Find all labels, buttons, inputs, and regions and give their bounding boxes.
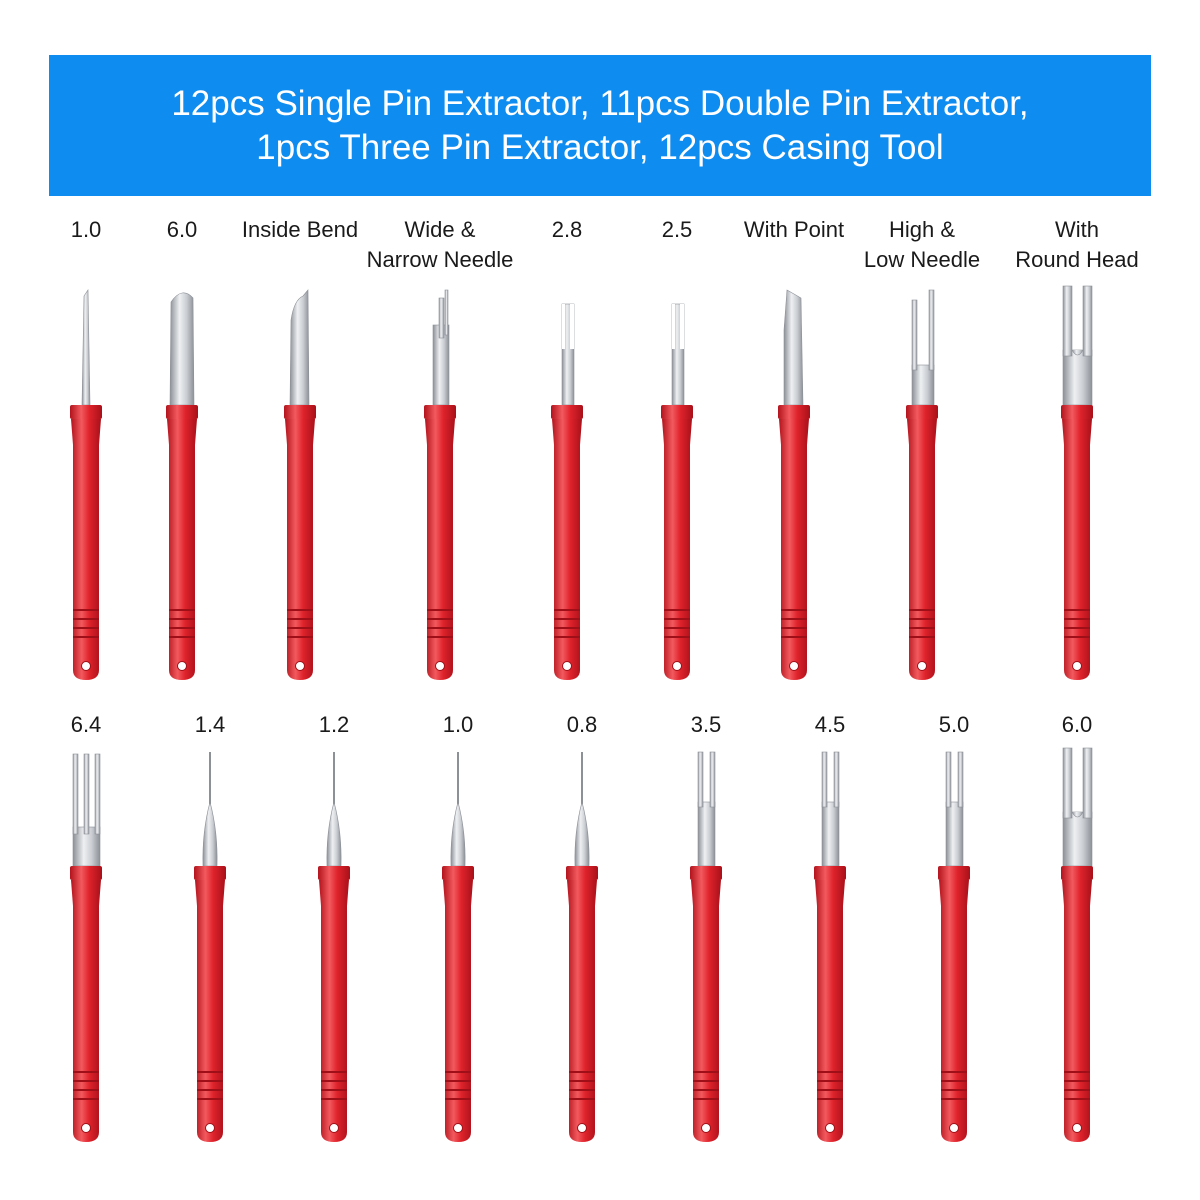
steel-tip: [202, 752, 218, 867]
tool-label: 5.0: [859, 710, 1049, 740]
pin-extractor-tool: [70, 753, 102, 1142]
pin-extractor-tool: [690, 751, 722, 1142]
tool-label-line: 1.2: [318, 712, 350, 737]
red-handle: [938, 866, 970, 1142]
steel-tip: [289, 289, 310, 406]
tool-label-line: 0.8: [566, 712, 598, 737]
title-banner: 12pcs Single Pin Extractor, 11pcs Double…: [49, 55, 1151, 196]
banner-title-line-2: 1pcs Three Pin Extractor, 12pcs Casing T…: [256, 127, 944, 167]
red-handle: [690, 866, 722, 1142]
red-handle: [551, 405, 583, 680]
steel-tip: [450, 752, 466, 867]
tool-label-line: Narrow Needle: [366, 247, 514, 272]
red-handle: [166, 405, 198, 680]
pin-extractor-tool: [906, 289, 938, 680]
steel-tip: [671, 303, 685, 406]
banner-title-line-1: 12pcs Single Pin Extractor, 11pcs Double…: [171, 83, 1029, 123]
steel-tip: [783, 289, 804, 406]
red-handle: [814, 866, 846, 1142]
pin-extractor-tool: [778, 289, 810, 680]
red-handle: [1061, 866, 1093, 1142]
steel-tip: [574, 752, 590, 867]
tool-label-line: 2.8: [551, 217, 583, 242]
red-handle: [318, 866, 350, 1142]
red-handle: [284, 405, 316, 680]
pin-extractor-tool: [194, 752, 226, 1142]
pin-extractor-tool: [566, 752, 598, 1142]
red-handle: [661, 405, 693, 680]
steel-tip: [945, 751, 964, 867]
tool-label: 1.0: [363, 710, 553, 740]
tool-label-line: 1.4: [194, 712, 226, 737]
red-handle: [70, 405, 102, 680]
pin-extractor-tool: [70, 289, 102, 680]
pin-extractor-tool: [814, 751, 846, 1142]
tool-label-line: Round Head: [1015, 247, 1139, 272]
pin-extractor-tool: [166, 292, 198, 680]
pin-extractor-tool: [284, 289, 316, 680]
steel-tip: [432, 289, 450, 406]
tool-label-line: With: [1055, 217, 1099, 242]
tool-label: 3.5: [611, 710, 801, 740]
steel-tip: [697, 751, 716, 867]
tool-label: Wide & Narrow Needle: [345, 215, 535, 275]
tool-label-line: 2.5: [661, 217, 693, 242]
tool-label-line: 6.0: [166, 217, 198, 242]
tool-label-line: Low Needle: [863, 247, 981, 272]
pin-extractor-tool: [424, 289, 456, 680]
steel-tip: [561, 303, 575, 406]
tool-label: 4.5: [735, 710, 925, 740]
red-handle: [778, 405, 810, 680]
tool-label: 2.8: [472, 215, 662, 245]
tool-label-line: High &: [888, 217, 956, 242]
steel-tip: [821, 751, 840, 867]
tool-label-line: 1.0: [442, 712, 474, 737]
tool-label-line: 4.5: [814, 712, 846, 737]
pin-extractor-tool: [661, 303, 693, 680]
tool-label: 1.4: [115, 710, 305, 740]
steel-tip: [72, 753, 101, 867]
tool-label: High & Low Needle: [827, 215, 1017, 275]
tool-label-line: With Point: [743, 217, 845, 242]
pin-extractor-tool: [1061, 747, 1093, 1142]
tool-label-line: 6.4: [70, 712, 102, 737]
steel-tip: [911, 289, 935, 406]
red-handle: [1061, 405, 1093, 680]
tool-label-line: 5.0: [938, 712, 970, 737]
red-handle: [906, 405, 938, 680]
red-handle: [194, 866, 226, 1142]
steel-tip: [1062, 285, 1093, 406]
pin-extractor-tool: [442, 752, 474, 1142]
tool-label: 6.4: [0, 710, 181, 740]
tool-label-line: 3.5: [690, 712, 722, 737]
tool-label: 6.0: [87, 215, 277, 245]
red-handle: [566, 866, 598, 1142]
tool-label: 0.8: [487, 710, 677, 740]
tool-label: Inside Bend: [205, 215, 395, 245]
tool-label: With Round Head: [982, 215, 1172, 275]
tool-label-line: 1.0: [70, 217, 102, 242]
tool-label: With Point: [699, 215, 889, 245]
steel-tip: [326, 752, 342, 867]
tool-label: 1.2: [239, 710, 429, 740]
tool-label-line: Inside Bend: [241, 217, 359, 242]
steel-tip: [1062, 747, 1093, 867]
pin-extractor-tool: [551, 303, 583, 680]
pin-extractor-tool: [318, 752, 350, 1142]
steel-tip: [81, 289, 91, 406]
tool-label-line: 6.0: [1061, 712, 1093, 737]
tool-label: 6.0: [982, 710, 1172, 740]
red-handle: [442, 866, 474, 1142]
steel-tip: [169, 292, 195, 406]
pin-extractor-tool: [1061, 285, 1093, 680]
pin-extractor-tool: [938, 751, 970, 1142]
tool-label: 1.0: [0, 215, 181, 245]
tool-label: 2.5: [582, 215, 772, 245]
red-handle: [70, 866, 102, 1142]
red-handle: [424, 405, 456, 680]
tool-label-line: Wide &: [404, 217, 476, 242]
